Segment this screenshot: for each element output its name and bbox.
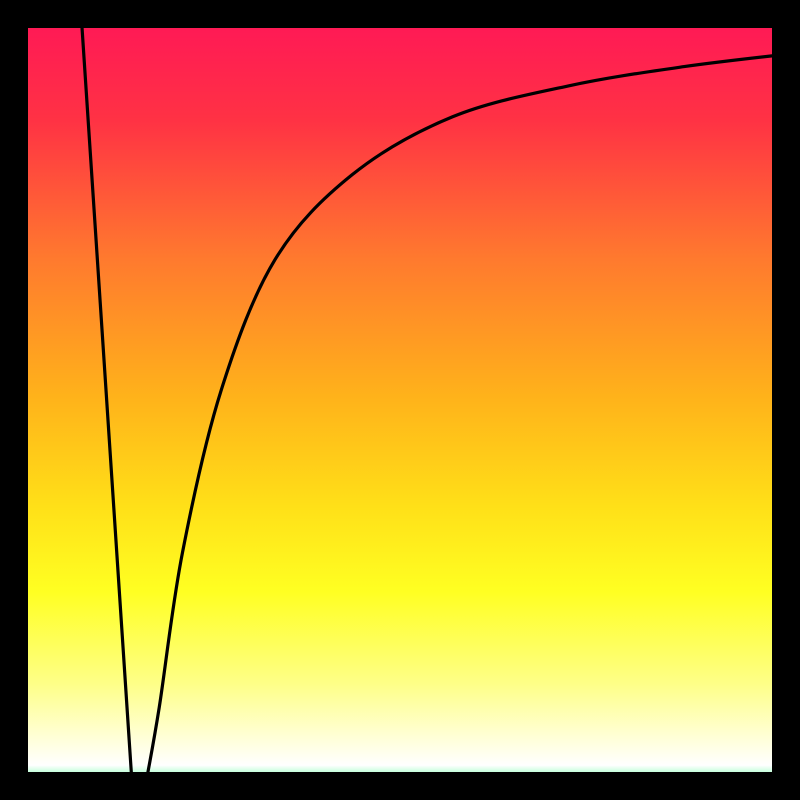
frame-edge [0,772,800,800]
frame-edge [0,0,28,800]
gradient-background [28,28,800,800]
chart-svg [0,0,800,800]
frame-edge [772,0,800,800]
bottleneck-chart: TheBottleneck.com [0,0,800,800]
watermark-label: TheBottleneck.com [627,2,790,24]
